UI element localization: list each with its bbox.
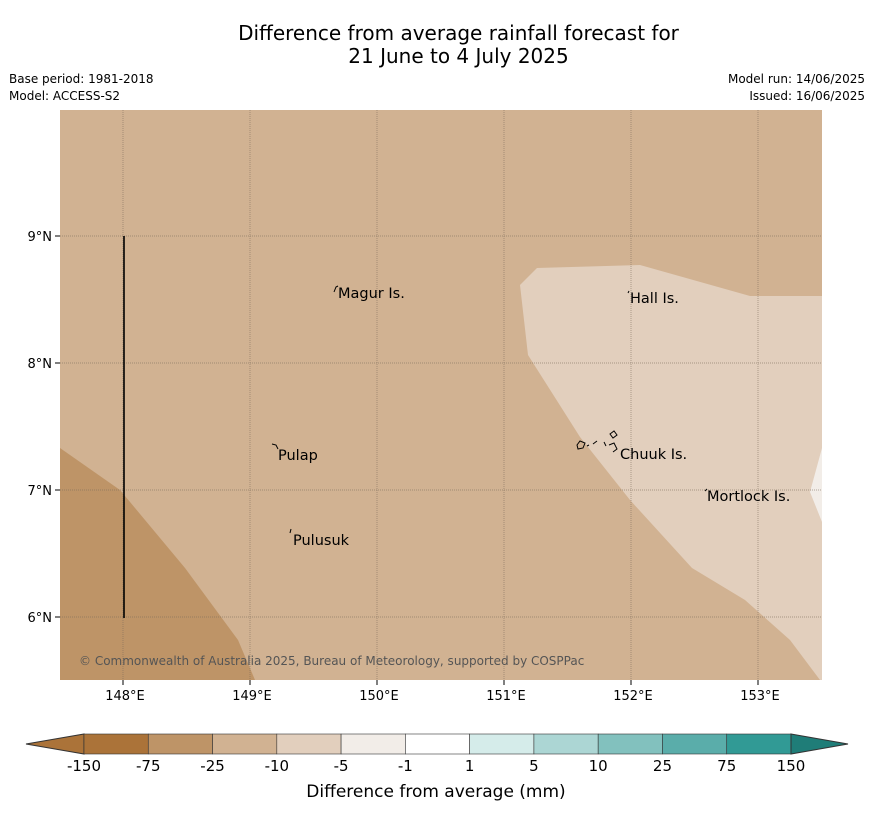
colorbar-tick-label: -150 [67, 757, 101, 775]
chart-title: Difference from average rainfall forecas… [0, 22, 873, 68]
colorbar-labels: -150 -75 -25 -10 -5 -1 1 5 10 25 75 150 [67, 757, 805, 775]
graticule [60, 110, 822, 680]
chuuk-lagoon-shape-6 [586, 444, 590, 447]
lon-tick-153: 153°E [740, 689, 780, 704]
hall-island-shape [627, 290, 630, 294]
lon-tick-149: 149°E [232, 689, 272, 704]
lat-tick-9n: 9°N [28, 230, 53, 245]
chuuk-lagoon-shape-5 [608, 442, 618, 453]
colorbar-segment [83, 733, 149, 755]
rainfall-band-minus10-minus5 [520, 265, 822, 680]
magur-island-shape [333, 285, 339, 293]
pulusuk-island-shape [289, 528, 292, 534]
pulap-island-shape [271, 443, 279, 450]
colorbar-tick-label: -10 [265, 757, 290, 775]
colorbar-tick-label: -25 [200, 757, 225, 775]
colorbar: -150 -75 -25 -10 -5 -1 1 5 10 25 75 150 [25, 733, 849, 775]
colorbar-segment [533, 733, 599, 755]
colorbar-upper-extend-arrow [790, 733, 849, 755]
map-area: Magur Is. Hall Is. Pulap Chuuk Is. Mortl… [60, 110, 822, 680]
lon-tick-148: 148°E [105, 689, 145, 704]
place-hall: Hall Is. [630, 291, 679, 307]
place-mortlock: Mortlock Is. [707, 489, 790, 505]
base-period: Base period: 1981-2018 [9, 72, 154, 86]
colorbar-tick-label: 5 [529, 757, 539, 775]
place-pulusuk: Pulusuk [293, 533, 350, 549]
place-magur: Magur Is. [338, 286, 405, 302]
meta-right: Model run: 14/06/2025 Issued: 16/06/2025 [728, 71, 865, 105]
colorbar-title: Difference from average (mm) [306, 782, 565, 802]
colorbar-tick-label: 75 [717, 757, 736, 775]
colorbar-tick-label: 25 [653, 757, 672, 775]
copyright-notice: © Commonwealth of Australia 2025, Bureau… [79, 654, 584, 668]
lat-tick-7n: 7°N [28, 484, 53, 499]
model-run: Model run: 14/06/2025 [727, 72, 865, 86]
lat-tick-8n: 8°N [28, 357, 53, 372]
colorbar-segment [469, 733, 535, 755]
lat-tick-6n: 6°N [28, 611, 53, 626]
colorbar-segment [147, 733, 213, 755]
colorbar-tick-label: -75 [136, 757, 161, 775]
colorbar-tick-label: 10 [589, 757, 608, 775]
colorbar-tick-label: 1 [465, 757, 475, 775]
colorbar-segment [212, 733, 278, 755]
chuuk-lagoon-shape-2 [592, 440, 598, 445]
colorbar-tick-label: -5 [334, 757, 349, 775]
colorbar-lower-extend-arrow [25, 733, 85, 755]
chuuk-lagoon-shape-3 [603, 441, 607, 447]
meta-left: Base period: 1981-2018 Model: ACCESS-S2 [9, 71, 154, 105]
colorbar-segment [726, 733, 792, 755]
chuuk-lagoon-shape-1 [576, 440, 586, 450]
axis-ticks [55, 235, 759, 685]
lon-tick-152: 152°E [613, 689, 653, 704]
model-name: Model: ACCESS-S2 [9, 89, 121, 103]
colorbar-segment [405, 733, 470, 755]
title-line-2: 21 June to 4 July 2025 [348, 44, 569, 68]
chuuk-lagoon-shape-4 [609, 430, 618, 439]
island-outlines [271, 285, 708, 534]
place-pulap: Pulap [278, 448, 318, 464]
colorbar-tick-label: -1 [398, 757, 413, 775]
mortlock-island-shape [704, 488, 708, 492]
title-line-1: Difference from average rainfall forecas… [238, 21, 679, 45]
rainfall-band-minus5-minus1 [810, 448, 822, 522]
issued-date: Issued: 16/06/2025 [749, 89, 865, 103]
colorbar-tick-label: 150 [777, 757, 806, 775]
lon-tick-150: 150°E [359, 689, 399, 704]
place-chuuk: Chuuk Is. [620, 447, 687, 463]
colorbar-segment [597, 733, 663, 755]
colorbar-segment [662, 733, 728, 755]
lon-tick-151: 151°E [486, 689, 526, 704]
colorbar-segments [83, 733, 792, 755]
colorbar-segment [276, 733, 342, 755]
rainfall-band-minus75-minus25 [60, 448, 255, 680]
colorbar-segment [340, 733, 406, 755]
